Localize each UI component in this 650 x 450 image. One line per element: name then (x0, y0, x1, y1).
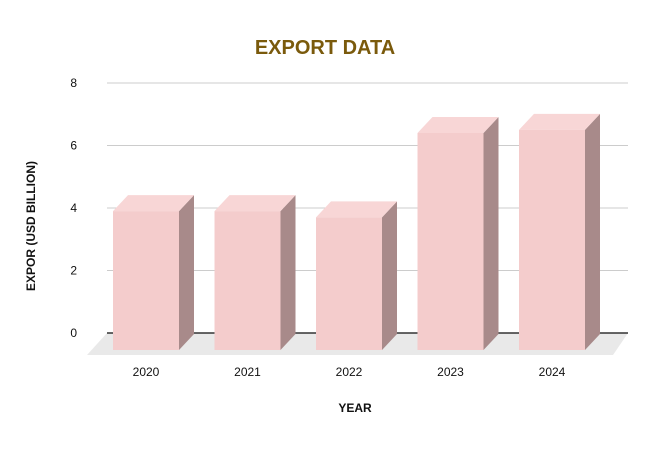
x-tick-label: 2022 (336, 365, 363, 379)
bar (519, 129, 585, 350)
y-axis-ticks: 0 2 4 6 8 (70, 76, 77, 340)
bar-2020 (113, 195, 194, 350)
bar-top (417, 117, 499, 133)
bar-side (585, 113, 600, 350)
bar-top (113, 195, 194, 212)
chart-title: EXPORT DATA (255, 37, 395, 59)
bar (113, 211, 179, 350)
x-tick-label: 2023 (437, 365, 464, 379)
y-tick-label: 2 (70, 264, 77, 278)
y-tick-label: 8 (70, 76, 77, 90)
bar-side (179, 195, 194, 350)
bar-2023 (417, 117, 499, 350)
bar (417, 133, 484, 350)
bar-top (316, 201, 397, 218)
bar-2024 (519, 113, 600, 350)
y-tick-label: 4 (70, 201, 77, 215)
bar-side (382, 201, 397, 350)
bar (214, 211, 281, 350)
x-tick-label: 2020 (133, 365, 160, 379)
x-axis-ticks: 2020 2021 2022 2023 2024 (133, 365, 566, 379)
bar (316, 217, 382, 350)
bars (113, 113, 600, 350)
x-axis-label: YEAR (338, 401, 372, 415)
bar-side (483, 117, 499, 350)
x-tick-label: 2021 (234, 365, 261, 379)
y-tick-label: 0 (70, 326, 77, 340)
bar-2021 (214, 195, 296, 350)
y-axis-label: EXPOR (USD BILLION) (24, 161, 38, 291)
x-tick-label: 2024 (539, 365, 566, 379)
bar-side (280, 195, 296, 350)
bar-top (519, 113, 600, 130)
y-tick-label: 6 (70, 139, 77, 153)
bar-2022 (316, 201, 397, 350)
bar-top (214, 195, 296, 212)
